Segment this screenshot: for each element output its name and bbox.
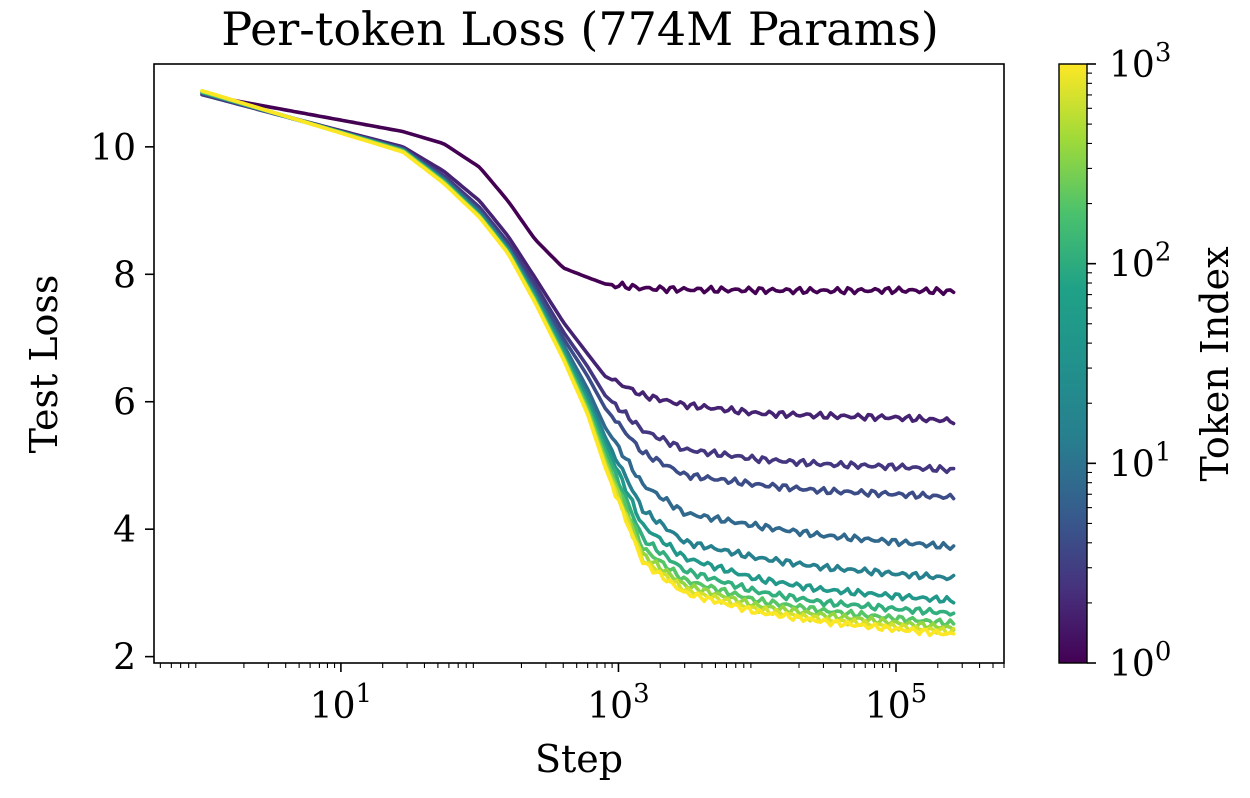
y-tick-label: 6 — [113, 383, 136, 424]
series-line-token-5 — [200, 91, 956, 501]
series-line-token-20 — [200, 90, 956, 582]
colorbar-tick-label: 103 — [1109, 38, 1171, 86]
series-layer — [200, 89, 956, 638]
x-axis: 101 103 105 — [159, 663, 1005, 727]
colorbar — [1058, 63, 1088, 664]
y-tick-label: 4 — [113, 510, 136, 551]
y-tick-label: 2 — [113, 638, 136, 679]
colorbar-axis: 100 101 102 103 — [1087, 38, 1171, 685]
series-line-token-10 — [200, 90, 956, 551]
plot-frame — [153, 63, 1005, 664]
colorbar-tick-label: 102 — [1109, 238, 1171, 286]
x-axis-label: Step — [535, 737, 623, 781]
series-line-token-1000 — [200, 89, 956, 638]
chart-title: Per-token Loss (774M Params) — [221, 2, 939, 56]
series-line-token-40 — [200, 90, 956, 605]
y-tick-label: 10 — [90, 128, 136, 169]
y-axis-label: Test Loss — [22, 275, 66, 454]
colorbar-tick-label: 101 — [1109, 437, 1171, 485]
y-tick-label: 8 — [113, 255, 136, 296]
x-tick-label: 103 — [587, 679, 649, 727]
series-line-token-1 — [200, 92, 956, 296]
colorbar-tick-label: 100 — [1109, 637, 1171, 685]
y-axis: 2 4 6 8 10 — [90, 128, 154, 679]
x-tick-label: 101 — [310, 679, 372, 727]
colorbar-label: Token Index — [1193, 246, 1237, 481]
x-tick-label: 105 — [865, 679, 927, 727]
